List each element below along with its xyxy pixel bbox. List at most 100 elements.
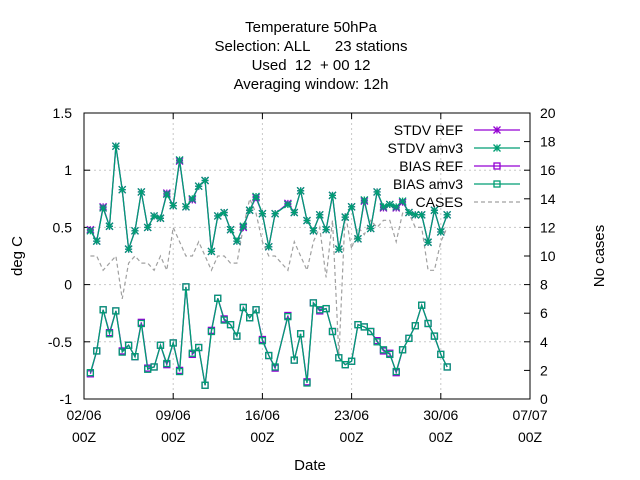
point-stdv-amv3 [137, 187, 146, 196]
plot-frame [83, 112, 531, 400]
x-tick-label: 02/06 [66, 407, 101, 423]
point-bias-amv3 [105, 330, 114, 338]
point-bias-amv3 [379, 346, 388, 354]
legend-label: BIAS REF [399, 158, 463, 174]
y2-tick-label: 8 [540, 277, 548, 293]
point-bias-amv3 [284, 312, 292, 321]
point-stdv-amv3 [392, 202, 401, 211]
title-line-1: Temperature 50hPa [245, 19, 377, 36]
y2-tick-label: 12 [540, 219, 556, 235]
x-tick-label-hour: 00Z [250, 429, 275, 445]
series-line-bias-amv3 [89, 286, 448, 386]
point-stdv-amv3 [341, 213, 350, 222]
point-bias-amv3 [214, 294, 222, 302]
x-tick-label-hour: 00Z [340, 429, 365, 445]
series-layer [86, 142, 452, 389]
point-stdv-amv3 [156, 214, 165, 223]
point-bias-amv3 [118, 348, 126, 356]
point-bias-amv3 [335, 354, 343, 362]
point-bias-amv3 [99, 306, 107, 314]
point-stdv-amv3 [111, 142, 120, 151]
point-bias-amv3 [163, 359, 171, 368]
point-stdv-amv3 [398, 197, 407, 206]
point-stdv-amv3 [131, 226, 139, 235]
legend-label: BIAS amv3 [393, 176, 463, 192]
point-bias-amv3 [398, 346, 407, 354]
point-stdv-amv3 [245, 206, 254, 215]
point-stdv-amv3 [226, 225, 235, 234]
point-bias-amv3 [418, 301, 426, 309]
series-line-stdv-ref [89, 146, 448, 252]
legend-label: STDV REF [394, 122, 463, 138]
point-bias-amv3 [296, 330, 305, 338]
point-stdv-amv3 [424, 238, 433, 247]
point-bias-amv3 [437, 350, 445, 359]
y2-tick-label: 10 [540, 248, 556, 264]
x-tick-label: 09/06 [156, 407, 191, 423]
point-stdv-amv3 [309, 226, 318, 235]
series-cases [90, 196, 448, 357]
point-bias-amv3 [290, 356, 298, 364]
point-stdv-amv3 [411, 210, 420, 219]
legend-entry-stdv-amv3: STDV amv3 [388, 140, 520, 156]
x-tick-label-hour: 00Z [518, 429, 543, 445]
legend-marker [493, 144, 501, 152]
point-stdv-amv3 [354, 234, 362, 243]
point-bias-amv3 [150, 363, 158, 371]
point-stdv-amv3 [334, 245, 343, 254]
point-stdv-amv3 [264, 242, 273, 251]
point-bias-amv3 [373, 338, 381, 346]
chart-title: Temperature 50hPa Selection: ALL 23 stat… [215, 19, 408, 93]
point-bias-amv3 [443, 363, 451, 371]
y-tick-label: 0 [64, 277, 72, 293]
point-stdv-amv3 [188, 194, 197, 203]
point-bias-amv3 [360, 323, 368, 331]
point-stdv-amv3 [385, 200, 394, 209]
legend-marker [493, 180, 501, 188]
point-bias-amv3 [258, 337, 267, 345]
point-stdv-amv3 [283, 200, 292, 209]
legend-entry-bias-ref: BIAS REF [399, 158, 520, 174]
point-stdv-amv3 [124, 245, 133, 254]
y-axis-label: deg C [9, 236, 26, 276]
y-tick-label: 1 [64, 162, 72, 178]
title-line-4: Averaging window: 12h [234, 76, 389, 93]
point-stdv-amv3 [143, 223, 152, 232]
y2-tick-label: 16 [540, 162, 556, 178]
point-stdv-amv3 [315, 210, 324, 219]
series-line-stdv-amv3 [89, 146, 448, 252]
point-stdv-amv3 [118, 185, 127, 194]
point-bias-amv3 [411, 322, 419, 330]
point-stdv-amv3 [220, 208, 229, 217]
point-stdv-amv3 [360, 195, 369, 204]
point-bias-amv3 [424, 319, 432, 328]
point-bias-amv3 [328, 327, 337, 336]
title-line-2: Selection: ALL 23 stations [215, 38, 408, 55]
point-bias-amv3 [239, 303, 247, 312]
point-stdv-amv3 [443, 210, 452, 219]
point-stdv-amv3 [322, 225, 331, 234]
point-stdv-amv3 [86, 226, 95, 235]
point-stdv-amv3 [181, 202, 190, 211]
legend-label: STDV amv3 [388, 140, 464, 156]
point-stdv-amv3 [169, 201, 178, 210]
point-bias-amv3 [169, 339, 177, 347]
legend-marker [493, 126, 501, 134]
x-tick-label-hour: 00Z [161, 429, 186, 445]
point-bias-amv3 [405, 334, 413, 343]
point-bias-amv3 [252, 306, 260, 314]
point-stdv-amv3 [201, 176, 210, 185]
point-bias-amv3 [131, 353, 139, 361]
point-bias-amv3 [220, 316, 228, 324]
legend: STDV REF STDV amv3 BIAS REF BIAS amv3 CASES [388, 122, 520, 210]
point-stdv-amv3 [105, 222, 114, 231]
point-bias-amv3 [386, 350, 394, 359]
point-bias-amv3 [188, 349, 196, 357]
y2-tick-label: 0 [540, 391, 548, 407]
point-stdv-amv3 [232, 237, 241, 246]
legend-marker [493, 162, 501, 170]
point-bias-amv3 [303, 379, 311, 387]
point-bias-amv3 [207, 327, 216, 336]
point-stdv-amv3 [258, 209, 267, 218]
